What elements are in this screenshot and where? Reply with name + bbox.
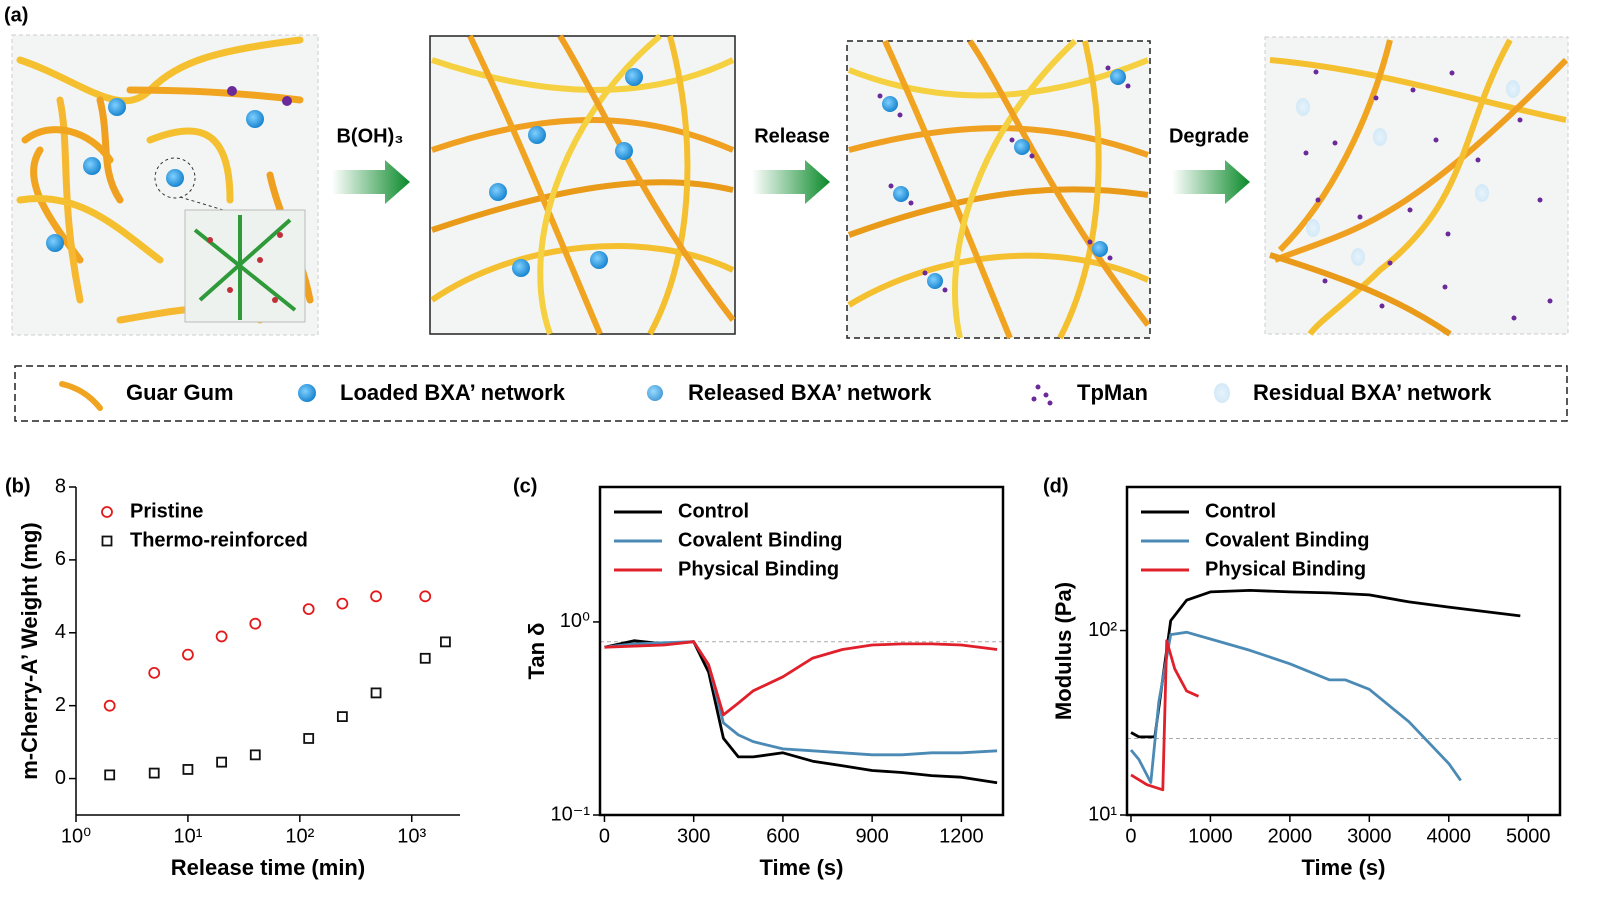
data-line: [604, 639, 998, 785]
x-axis-label: Time (s): [1302, 855, 1386, 880]
illustration-degraded: [1264, 36, 1569, 337]
x-tick-label: 5000: [1506, 825, 1551, 847]
data-point: [370, 687, 382, 699]
data-point: [103, 699, 116, 712]
panel-label: (b): [5, 475, 31, 497]
y-axis-label: m-Cherry-A’ Weight (mg): [17, 522, 42, 780]
data-point: [419, 652, 431, 664]
x-axis-label: Release time (min): [171, 855, 365, 880]
data-line: [1129, 630, 1462, 784]
plot-frame: [1125, 485, 1562, 817]
data-point: [104, 769, 116, 781]
legend-text: Physical Binding: [678, 558, 839, 580]
x-tick-label: 10⁰: [61, 825, 91, 847]
illustration-initial: [11, 34, 319, 336]
legend-text: Guar Gum: [126, 380, 234, 405]
y-axis-label: Tan δ: [524, 623, 549, 680]
data-point: [148, 666, 161, 679]
data-point: [215, 630, 228, 643]
data-point: [419, 590, 432, 603]
panel-label: (d): [1043, 475, 1069, 497]
y-tick-label: 4: [55, 621, 66, 643]
legend-text: Pristine: [130, 500, 203, 522]
step-arrow: [752, 160, 830, 204]
data-point: [182, 764, 194, 775]
plot-frame: [598, 485, 1005, 817]
y-tick-label: 10²: [1088, 619, 1117, 641]
y-tick-label: 10⁰: [560, 610, 590, 632]
step-label: Release: [754, 125, 830, 147]
y-tick-label: 0: [55, 767, 66, 789]
x-tick-label: 10²: [285, 825, 314, 847]
x-tick-label: 2000: [1268, 825, 1313, 847]
x-tick-label: 10¹: [173, 825, 202, 847]
data-point: [336, 711, 348, 722]
data-line: [604, 640, 998, 717]
legend-text: Released BXA’ network: [688, 380, 932, 405]
y-tick-label: 2: [55, 694, 66, 716]
data-point: [216, 756, 227, 768]
legend-text: Physical Binding: [1205, 558, 1366, 580]
panel-label: (a): [4, 4, 28, 26]
legend-text: Thermo-reinforced: [130, 529, 308, 551]
legend-text: TpMan: [1077, 380, 1148, 405]
x-axis-label: Time (s): [760, 855, 844, 880]
illustration-crosslinked: [429, 33, 736, 336]
y-axis-label: Modulus (Pa): [1051, 582, 1076, 720]
step-label: B(OH)₃: [336, 125, 403, 147]
step-arrow: [1172, 160, 1250, 204]
x-tick-label: 900: [855, 825, 888, 847]
step-arrow: [332, 160, 410, 204]
data-point: [148, 767, 160, 779]
step-label: Degrade: [1169, 125, 1249, 147]
legend-text: Residual BXA’ network: [1253, 380, 1492, 405]
illustration-release: [846, 38, 1151, 340]
x-tick-label: 0: [599, 825, 610, 847]
panel-label: (c): [513, 475, 537, 497]
legend-text: Loaded BXA’ network: [340, 380, 566, 405]
x-tick-label: 300: [677, 825, 710, 847]
y-tick-label: 6: [55, 548, 66, 570]
scheme-legend: [14, 365, 1568, 422]
x-tick-label: 4000: [1427, 825, 1472, 847]
x-tick-label: 3000: [1347, 825, 1392, 847]
data-line: [1130, 639, 1200, 792]
y-tick-label: 10¹: [1088, 803, 1117, 825]
x-tick-label: 1000: [1188, 825, 1233, 847]
legend-text: Covalent Binding: [678, 529, 842, 551]
data-point: [440, 636, 451, 648]
x-tick-label: 1200: [939, 825, 984, 847]
y-tick-label: 8: [55, 475, 66, 497]
data-point: [249, 617, 262, 630]
legend-marker: [101, 506, 113, 518]
data-point: [182, 648, 194, 661]
x-tick-label: 0: [1125, 825, 1136, 847]
y-tick-label: 10⁻¹: [551, 803, 591, 825]
legend-text: Covalent Binding: [1205, 529, 1369, 551]
legend-marker: [101, 535, 113, 547]
x-tick-label: 10³: [397, 825, 426, 847]
data-point: [303, 733, 315, 744]
x-tick-label: 600: [766, 825, 799, 847]
data-point: [302, 603, 315, 615]
data-point: [370, 590, 382, 603]
data-line: [1130, 589, 1521, 739]
data-point: [336, 597, 349, 610]
legend-text: Control: [678, 500, 749, 522]
data-line: [604, 640, 998, 757]
data-point: [249, 749, 261, 761]
legend-text: Control: [1205, 500, 1276, 522]
